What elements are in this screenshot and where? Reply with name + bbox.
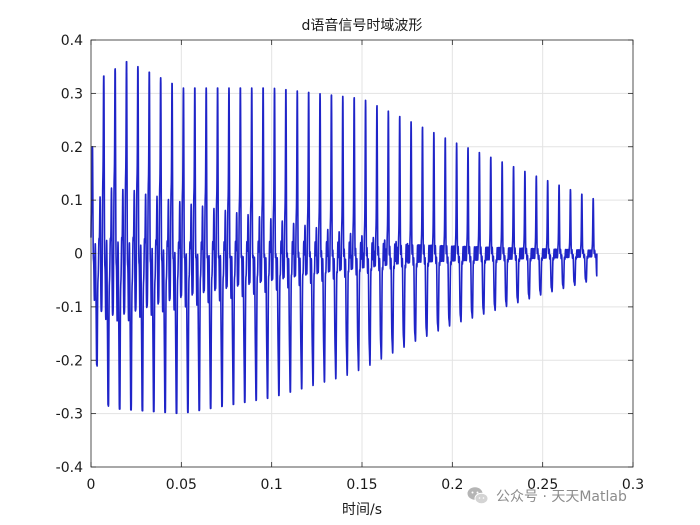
watermark-text: 公众号 · 天天Matlab — [496, 489, 627, 505]
x-tick-label: 0.2 — [441, 477, 463, 493]
x-tick-label: 0.15 — [346, 477, 377, 493]
y-tick-label: 0.4 — [61, 33, 83, 49]
y-tick-label: 0.2 — [61, 140, 83, 156]
y-tick-label: -0.1 — [56, 300, 83, 316]
x-tick-label: 0.25 — [527, 477, 558, 493]
y-tick-label: 0.3 — [61, 86, 83, 102]
y-tick-label: -0.2 — [56, 353, 83, 369]
y-tick-label: -0.4 — [56, 460, 83, 476]
x-tick-label: 0.1 — [261, 477, 283, 493]
x-tick-label: 0.05 — [166, 477, 197, 493]
tick-marks — [90, 39, 634, 468]
series-layer — [90, 60, 598, 415]
x-axis-label: 时间/s — [342, 502, 382, 518]
y-tick-label: 0.1 — [61, 193, 83, 209]
watermark: 公众号 · 天天Matlab — [466, 484, 627, 508]
chart-title: d语音信号时域波形 — [302, 17, 423, 34]
wechat-icon — [467, 487, 489, 505]
y-tick-label: 0 — [74, 247, 83, 263]
series-line — [90, 60, 598, 415]
x-tick-label: 0 — [87, 477, 96, 493]
x-tick-label: 0.3 — [622, 477, 644, 493]
y-tick-label: -0.3 — [56, 407, 83, 423]
